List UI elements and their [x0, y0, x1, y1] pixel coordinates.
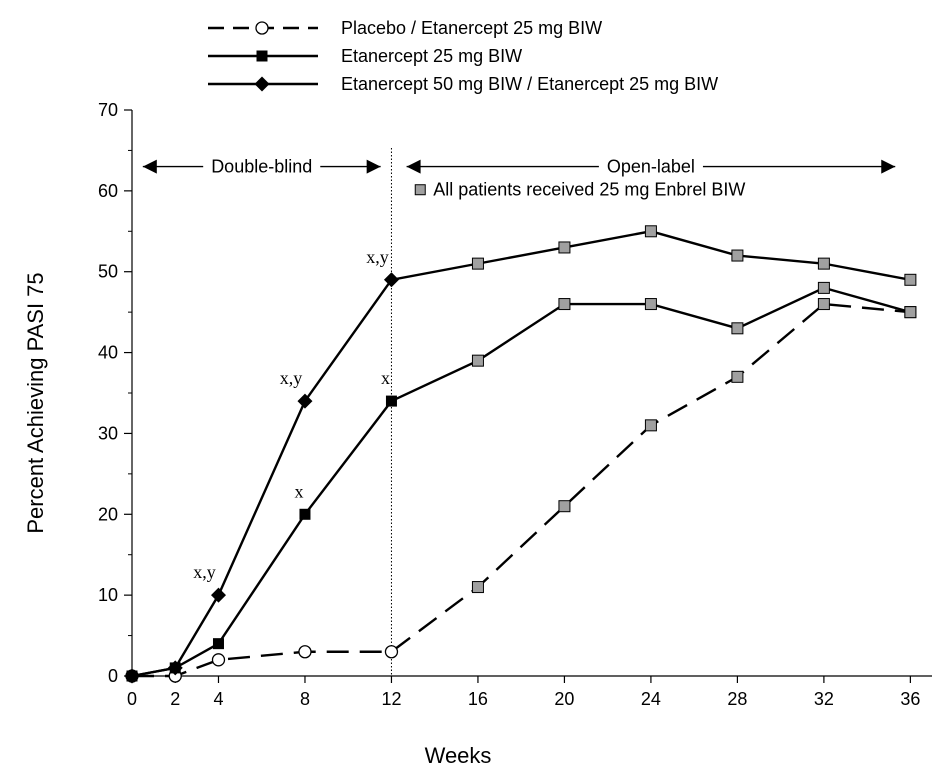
- data-point: [558, 500, 571, 513]
- x-tick-label-0: 0: [127, 689, 137, 709]
- phase-label-1: Open-label: [607, 157, 695, 177]
- significance-label: x,y: [280, 368, 303, 388]
- data-point: [167, 660, 183, 676]
- series-line-2: [131, 230, 911, 678]
- y-tick-label-10: 10: [98, 585, 118, 605]
- significance-label: x: [294, 481, 303, 501]
- significance-label: x,y: [193, 562, 216, 582]
- y-tick-label-0: 0: [108, 666, 118, 686]
- data-point: [644, 419, 657, 432]
- open-label-note: All patients received 25 mg Enbrel BIW: [433, 180, 745, 200]
- data-point: [297, 393, 313, 409]
- legend-marker-0: [255, 21, 269, 35]
- x-tick-label-8: 8: [300, 689, 310, 709]
- data-point: [558, 298, 571, 311]
- data-point: [299, 508, 311, 520]
- series-markers-1: [126, 281, 917, 682]
- data-point: [731, 322, 744, 335]
- phase-arrow-head-right: [881, 159, 896, 174]
- x-tick-label-36: 36: [900, 689, 920, 709]
- phase-arrow-head-right: [366, 159, 381, 174]
- data-point: [211, 653, 226, 667]
- y-tick-label-60: 60: [98, 181, 118, 201]
- x-tick-label-32: 32: [814, 689, 834, 709]
- data-annotations: x,y x,y x,y x x: [193, 247, 390, 582]
- data-point: [471, 581, 484, 594]
- series-line-1: [131, 286, 911, 678]
- data-point: [731, 370, 744, 383]
- legend-label-1: Etanercept 25 mg BIW: [341, 46, 522, 66]
- data-point: [904, 273, 917, 286]
- data-point: [644, 298, 657, 311]
- series-2: [131, 230, 911, 678]
- x-tick-label-28: 28: [727, 689, 747, 709]
- series-0: [132, 302, 911, 678]
- data-point: [904, 306, 917, 319]
- data-point: [298, 645, 312, 659]
- data-point: [471, 354, 484, 367]
- phase-annotations: Double-blind Open-label All patients recei…: [142, 148, 896, 676]
- phase-arrow-head-left: [142, 159, 157, 174]
- y-axis-title: Percent Achieving PASI 75: [23, 272, 48, 533]
- data-point: [817, 257, 830, 270]
- data-point: [385, 395, 397, 407]
- x-tick-label-16: 16: [468, 689, 488, 709]
- phase-arrow-head-left: [406, 159, 421, 174]
- significance-label: x,y: [366, 247, 389, 267]
- legend-label-2: Etanercept 50 mg BIW / Etanercept 25 mg …: [341, 74, 718, 94]
- legend-marker-2: [254, 76, 270, 92]
- data-point: [644, 225, 657, 238]
- x-tick-label-12: 12: [381, 689, 401, 709]
- data-point: [817, 281, 830, 294]
- data-point: [124, 668, 140, 684]
- series-markers-2: [124, 225, 917, 684]
- x-tick-label-24: 24: [641, 689, 661, 709]
- data-point: [210, 587, 226, 603]
- data-point: [383, 272, 399, 288]
- data-point: [558, 241, 571, 254]
- y-tick-label-70: 70: [98, 100, 118, 120]
- data-point: [471, 257, 484, 270]
- y-tick-label-20: 20: [98, 504, 118, 524]
- y-tick-label-50: 50: [98, 262, 118, 282]
- data-point: [384, 645, 399, 659]
- open-label-note-square: [414, 184, 426, 196]
- legend-label-0: Placebo / Etanercept 25 mg BIW: [341, 18, 602, 38]
- series-1: [131, 286, 911, 678]
- phase-label-0: Double-blind: [211, 157, 312, 177]
- y-tick-label-30: 30: [98, 423, 118, 443]
- legend-marker-1: [256, 50, 268, 62]
- series-markers-0: [125, 298, 917, 683]
- x-axis-title: Weeks: [425, 743, 492, 768]
- x-tick-label-2: 2: [170, 689, 180, 709]
- data-point: [731, 249, 744, 262]
- series: [124, 225, 917, 684]
- data-point: [817, 298, 830, 311]
- significance-label: x: [381, 368, 390, 388]
- series-line-0: [132, 302, 911, 678]
- y-tick-label-40: 40: [98, 343, 118, 363]
- data-point: [212, 638, 224, 650]
- x-tick-label-4: 4: [213, 689, 223, 709]
- legend: Placebo / Etanercept 25 mg BIW Etanercept…: [208, 18, 718, 94]
- x-tick-label-20: 20: [554, 689, 574, 709]
